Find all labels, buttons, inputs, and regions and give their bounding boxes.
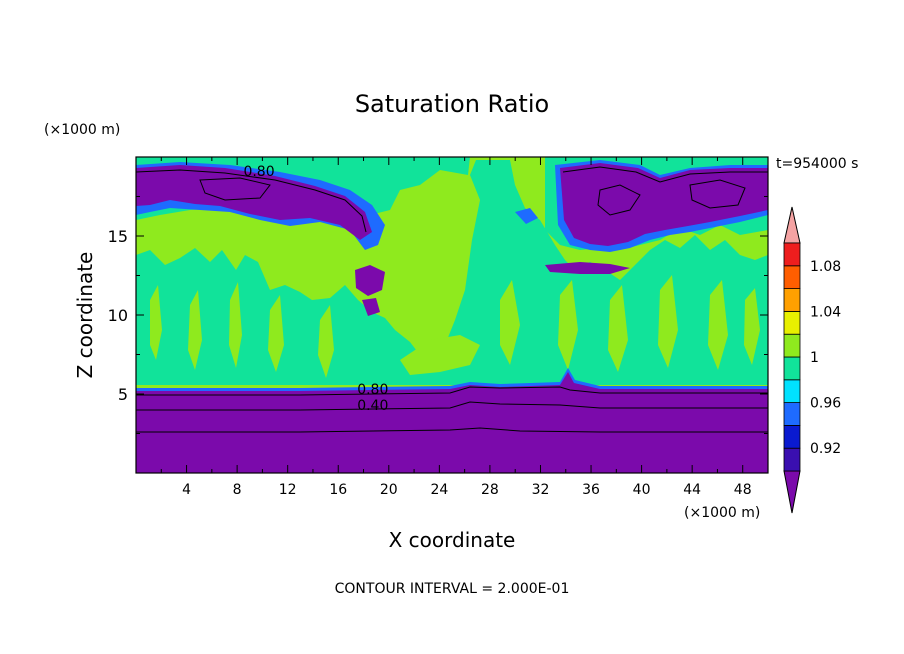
colorbar-label: 1: [810, 350, 819, 366]
contour-label: 0.40: [357, 398, 388, 414]
contour-label: 0.80: [243, 164, 274, 180]
field-upper-left-dry-blob2: [362, 298, 380, 316]
colorbar-segment: [783, 402, 801, 426]
y-tick-label: 10: [108, 306, 128, 325]
heatmap-field: [136, 157, 768, 473]
x-tick-label: 44: [683, 482, 701, 498]
x-tick-label: 20: [380, 482, 398, 498]
x-tick-label: 48: [734, 482, 752, 498]
contour-label-group: 0.800.800.40: [243, 164, 388, 414]
y-axis-ticks: 5 10 15: [108, 196, 768, 434]
x-tick-label: 8: [233, 482, 242, 498]
x-tick-label: 4: [182, 482, 191, 498]
colorbar-segment: [783, 447, 801, 472]
colorbar-segment: [783, 379, 801, 403]
field-lower-dry-layer: [136, 372, 768, 473]
colorbar-segment: [783, 265, 801, 289]
y-tick-label: 5: [118, 385, 128, 404]
x-tick-label: 12: [279, 482, 297, 498]
y-unit-label: (×1000 m): [44, 122, 120, 138]
contour-lines: [136, 166, 768, 433]
field-mid-streaks: [150, 275, 760, 378]
x-axis-label: X coordinate: [389, 528, 516, 552]
x-tick-label: 40: [633, 482, 651, 498]
field-upper-right-dry: [560, 163, 768, 246]
contour-label: 0.80: [357, 382, 388, 398]
colorbar-under-triangle: [783, 470, 801, 514]
x-tick-label: 36: [582, 482, 600, 498]
colorbar-segment: [783, 288, 801, 312]
colorbar-segment: [783, 356, 801, 381]
x-tick-label: 28: [481, 482, 499, 498]
field-upper-right-dry-strip: [545, 262, 630, 274]
y-axis-label: Z coordinate: [73, 252, 97, 379]
contour-interval-note: CONTOUR INTERVAL = 2.000E-01: [335, 581, 570, 597]
y-tick-label: 15: [108, 227, 128, 246]
colorbar: 1.08 1.04 1 0.96 0.92: [783, 206, 841, 514]
colorbar-over-triangle: [783, 206, 801, 244]
x-unit-label: (×1000 m): [684, 505, 760, 521]
field-upper-left-dry-blob: [355, 265, 385, 296]
x-tick-label: 32: [532, 482, 550, 498]
x-tick-label: 24: [430, 482, 448, 498]
colorbar-segment: [783, 242, 801, 267]
colorbar-label: 0.96: [810, 396, 841, 412]
field-upper-left-dry-blob3: [515, 208, 538, 224]
field-upper-left-dry: [136, 165, 372, 240]
colorbar-segment: [783, 310, 801, 335]
x-tick-label: 16: [329, 482, 347, 498]
x-axis-ticks: 4 8 12 16 20 24 28 32 36 40 44 48: [160, 157, 752, 498]
colorbar-label: 1.08: [810, 259, 841, 275]
chart-title: Saturation Ratio: [355, 90, 549, 118]
colorbar-segment: [783, 333, 801, 358]
colorbar-label: 1.04: [810, 304, 841, 320]
time-label: t=954000 s: [776, 156, 858, 172]
colorbar-label: 0.92: [810, 441, 841, 457]
colorbar-segment: [783, 424, 801, 449]
